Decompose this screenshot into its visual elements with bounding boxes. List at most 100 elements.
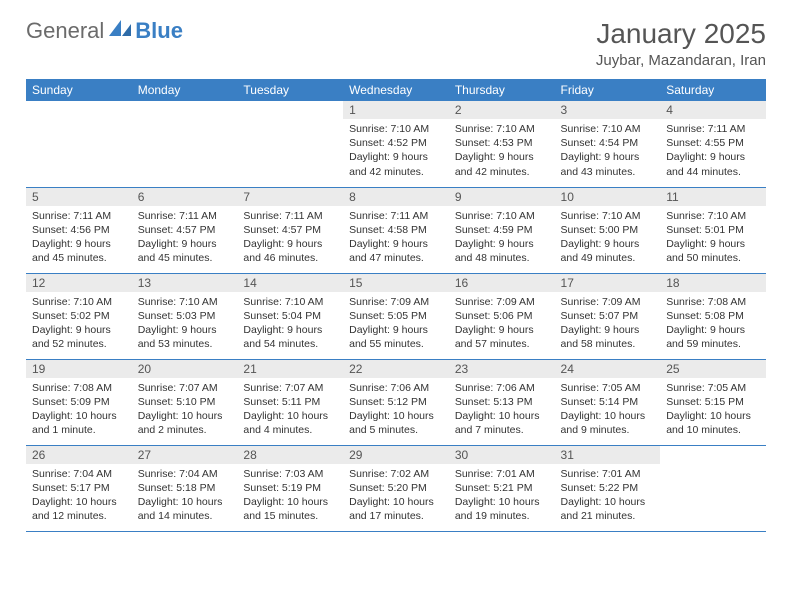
day-number: 4 (660, 101, 766, 119)
day-info: Sunrise: 7:09 AMSunset: 5:07 PMDaylight:… (555, 292, 661, 355)
calendar-day-cell: 16Sunrise: 7:09 AMSunset: 5:06 PMDayligh… (449, 273, 555, 359)
calendar-day-cell: 25Sunrise: 7:05 AMSunset: 5:15 PMDayligh… (660, 359, 766, 445)
calendar-day-cell: 5Sunrise: 7:11 AMSunset: 4:56 PMDaylight… (26, 187, 132, 273)
day-number: 6 (132, 188, 238, 206)
calendar-day-cell: 2Sunrise: 7:10 AMSunset: 4:53 PMDaylight… (449, 101, 555, 187)
day-info: Sunrise: 7:10 AMSunset: 4:52 PMDaylight:… (343, 119, 449, 182)
calendar-day-cell: 26Sunrise: 7:04 AMSunset: 5:17 PMDayligh… (26, 445, 132, 531)
day-info: Sunrise: 7:10 AMSunset: 4:59 PMDaylight:… (449, 206, 555, 269)
calendar-day-cell: 27Sunrise: 7:04 AMSunset: 5:18 PMDayligh… (132, 445, 238, 531)
day-info: Sunrise: 7:11 AMSunset: 4:58 PMDaylight:… (343, 206, 449, 269)
day-info: Sunrise: 7:07 AMSunset: 5:11 PMDaylight:… (237, 378, 343, 441)
calendar-day-cell: 15Sunrise: 7:09 AMSunset: 5:05 PMDayligh… (343, 273, 449, 359)
day-number: 5 (26, 188, 132, 206)
calendar-week-row: 26Sunrise: 7:04 AMSunset: 5:17 PMDayligh… (26, 445, 766, 531)
calendar-week-row: 12Sunrise: 7:10 AMSunset: 5:02 PMDayligh… (26, 273, 766, 359)
day-number: 24 (555, 360, 661, 378)
day-number: 11 (660, 188, 766, 206)
weekday-header: Thursday (449, 79, 555, 101)
weekday-header: Friday (555, 79, 661, 101)
calendar-day-cell: 7Sunrise: 7:11 AMSunset: 4:57 PMDaylight… (237, 187, 343, 273)
calendar-week-row: 5Sunrise: 7:11 AMSunset: 4:56 PMDaylight… (26, 187, 766, 273)
day-number: 25 (660, 360, 766, 378)
day-number: 9 (449, 188, 555, 206)
calendar-day-cell: 18Sunrise: 7:08 AMSunset: 5:08 PMDayligh… (660, 273, 766, 359)
day-number: 22 (343, 360, 449, 378)
calendar-day-cell: 20Sunrise: 7:07 AMSunset: 5:10 PMDayligh… (132, 359, 238, 445)
day-info: Sunrise: 7:08 AMSunset: 5:09 PMDaylight:… (26, 378, 132, 441)
day-info: Sunrise: 7:10 AMSunset: 5:02 PMDaylight:… (26, 292, 132, 355)
calendar-day-cell: 6Sunrise: 7:11 AMSunset: 4:57 PMDaylight… (132, 187, 238, 273)
day-info: Sunrise: 7:06 AMSunset: 5:13 PMDaylight:… (449, 378, 555, 441)
day-info: Sunrise: 7:10 AMSunset: 5:04 PMDaylight:… (237, 292, 343, 355)
day-info: Sunrise: 7:11 AMSunset: 4:57 PMDaylight:… (237, 206, 343, 269)
day-info: Sunrise: 7:05 AMSunset: 5:15 PMDaylight:… (660, 378, 766, 441)
day-number: 27 (132, 446, 238, 464)
header: General Blue January 2025 Juybar, Mazand… (26, 18, 766, 69)
calendar-day-cell: 30Sunrise: 7:01 AMSunset: 5:21 PMDayligh… (449, 445, 555, 531)
day-number: 15 (343, 274, 449, 292)
calendar-day-cell: 1Sunrise: 7:10 AMSunset: 4:52 PMDaylight… (343, 101, 449, 187)
day-number: 31 (555, 446, 661, 464)
day-info: Sunrise: 7:10 AMSunset: 4:53 PMDaylight:… (449, 119, 555, 182)
day-number: 23 (449, 360, 555, 378)
calendar-body: 1Sunrise: 7:10 AMSunset: 4:52 PMDaylight… (26, 101, 766, 531)
calendar-day-cell: 11Sunrise: 7:10 AMSunset: 5:01 PMDayligh… (660, 187, 766, 273)
calendar-week-row: 19Sunrise: 7:08 AMSunset: 5:09 PMDayligh… (26, 359, 766, 445)
day-number: 30 (449, 446, 555, 464)
day-number: 12 (26, 274, 132, 292)
day-info: Sunrise: 7:09 AMSunset: 5:05 PMDaylight:… (343, 292, 449, 355)
calendar-day-cell: 22Sunrise: 7:06 AMSunset: 5:12 PMDayligh… (343, 359, 449, 445)
day-number: 16 (449, 274, 555, 292)
day-info: Sunrise: 7:11 AMSunset: 4:57 PMDaylight:… (132, 206, 238, 269)
day-number: 13 (132, 274, 238, 292)
calendar-day-cell: 3Sunrise: 7:10 AMSunset: 4:54 PMDaylight… (555, 101, 661, 187)
calendar-day-cell: 9Sunrise: 7:10 AMSunset: 4:59 PMDaylight… (449, 187, 555, 273)
logo-text-general: General (26, 18, 104, 44)
day-number: 28 (237, 446, 343, 464)
calendar-head: SundayMondayTuesdayWednesdayThursdayFrid… (26, 79, 766, 101)
location: Juybar, Mazandaran, Iran (596, 52, 766, 69)
weekday-header-row: SundayMondayTuesdayWednesdayThursdayFrid… (26, 79, 766, 101)
day-number: 18 (660, 274, 766, 292)
calendar-day-cell (660, 445, 766, 531)
day-info: Sunrise: 7:02 AMSunset: 5:20 PMDaylight:… (343, 464, 449, 527)
weekday-header: Saturday (660, 79, 766, 101)
calendar-day-cell (237, 101, 343, 187)
day-info: Sunrise: 7:01 AMSunset: 5:21 PMDaylight:… (449, 464, 555, 527)
month-title: January 2025 (596, 18, 766, 50)
calendar-day-cell: 19Sunrise: 7:08 AMSunset: 5:09 PMDayligh… (26, 359, 132, 445)
day-number: 29 (343, 446, 449, 464)
calendar-day-cell: 17Sunrise: 7:09 AMSunset: 5:07 PMDayligh… (555, 273, 661, 359)
weekday-header: Tuesday (237, 79, 343, 101)
day-number: 7 (237, 188, 343, 206)
day-number: 14 (237, 274, 343, 292)
day-number: 1 (343, 101, 449, 119)
day-info: Sunrise: 7:01 AMSunset: 5:22 PMDaylight:… (555, 464, 661, 527)
calendar-page: General Blue January 2025 Juybar, Mazand… (0, 0, 792, 550)
day-number: 8 (343, 188, 449, 206)
calendar-day-cell: 28Sunrise: 7:03 AMSunset: 5:19 PMDayligh… (237, 445, 343, 531)
calendar-day-cell: 4Sunrise: 7:11 AMSunset: 4:55 PMDaylight… (660, 101, 766, 187)
day-info: Sunrise: 7:04 AMSunset: 5:18 PMDaylight:… (132, 464, 238, 527)
calendar-day-cell: 12Sunrise: 7:10 AMSunset: 5:02 PMDayligh… (26, 273, 132, 359)
logo-text-blue: Blue (135, 18, 183, 44)
day-info: Sunrise: 7:10 AMSunset: 5:00 PMDaylight:… (555, 206, 661, 269)
calendar-day-cell: 8Sunrise: 7:11 AMSunset: 4:58 PMDaylight… (343, 187, 449, 273)
day-number: 17 (555, 274, 661, 292)
day-info: Sunrise: 7:03 AMSunset: 5:19 PMDaylight:… (237, 464, 343, 527)
day-number: 20 (132, 360, 238, 378)
weekday-header: Monday (132, 79, 238, 101)
logo: General Blue (26, 18, 183, 44)
calendar-day-cell: 14Sunrise: 7:10 AMSunset: 5:04 PMDayligh… (237, 273, 343, 359)
day-info: Sunrise: 7:06 AMSunset: 5:12 PMDaylight:… (343, 378, 449, 441)
day-number: 10 (555, 188, 661, 206)
weekday-header: Sunday (26, 79, 132, 101)
day-number: 3 (555, 101, 661, 119)
calendar-day-cell: 21Sunrise: 7:07 AMSunset: 5:11 PMDayligh… (237, 359, 343, 445)
weekday-header: Wednesday (343, 79, 449, 101)
calendar-day-cell: 31Sunrise: 7:01 AMSunset: 5:22 PMDayligh… (555, 445, 661, 531)
day-info: Sunrise: 7:10 AMSunset: 5:01 PMDaylight:… (660, 206, 766, 269)
day-number: 21 (237, 360, 343, 378)
logo-sail-icon (109, 20, 133, 38)
